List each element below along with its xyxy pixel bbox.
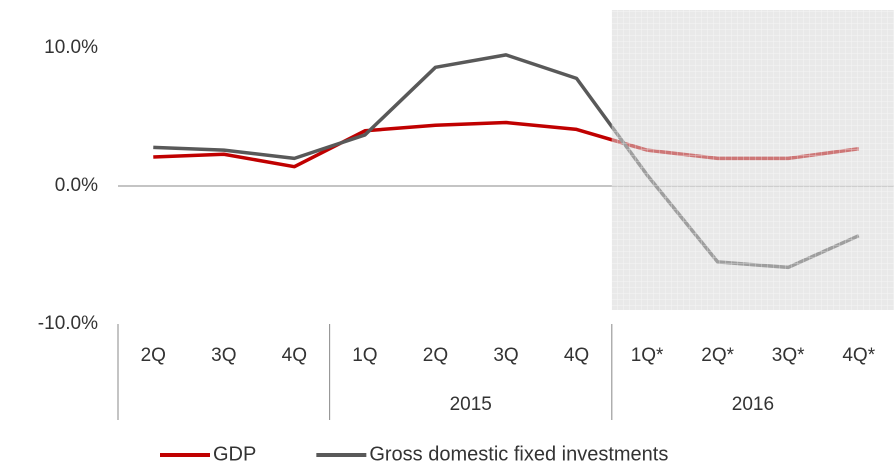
y-tick-label: -10.0% [38,313,98,334]
x-tick-label: 1Q* [631,345,664,366]
x-tick-label: 3Q* [772,345,805,366]
legend-label: GDP [213,443,256,465]
group-label: 2015 [450,394,492,415]
x-tick-label: 1Q [352,345,377,366]
y-tick-label: 0.0% [55,175,98,196]
x-tick-label: 4Q [564,345,589,366]
forecast-region [611,10,894,310]
x-tick-label: 2Q [141,345,166,366]
y-tick-label: 10.0% [44,37,98,58]
legend-label: Gross domestic fixed investments [369,443,668,465]
x-tick-label: 2Q [423,345,448,366]
x-tick-label: 4Q [282,345,307,366]
x-tick-label: 4Q* [842,345,875,366]
group-label: 2016 [732,394,774,415]
x-tick-label: 2Q* [701,345,734,366]
x-tick-label: 3Q [493,345,518,366]
x-tick-label: 3Q [211,345,236,366]
